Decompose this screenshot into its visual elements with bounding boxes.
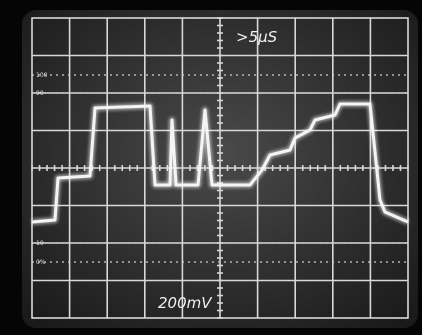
oscilloscope-screen: 100 90 10 0% >5μS 200mV: [0, 0, 422, 335]
graticule-label: 10: [36, 240, 44, 247]
body: {"screen": {"time_per_div": ">5μS", "vol…: [0, 0, 422, 335]
graticule-label: 0%: [36, 259, 46, 266]
graticule-label: 90: [36, 90, 44, 97]
page: html, body { margin: 0; padding: 0; back…: [0, 0, 422, 335]
graticule-label: 100: [36, 72, 48, 79]
volts-per-division: 200mV: [158, 294, 213, 312]
time-per-division: >5μS: [236, 28, 278, 46]
